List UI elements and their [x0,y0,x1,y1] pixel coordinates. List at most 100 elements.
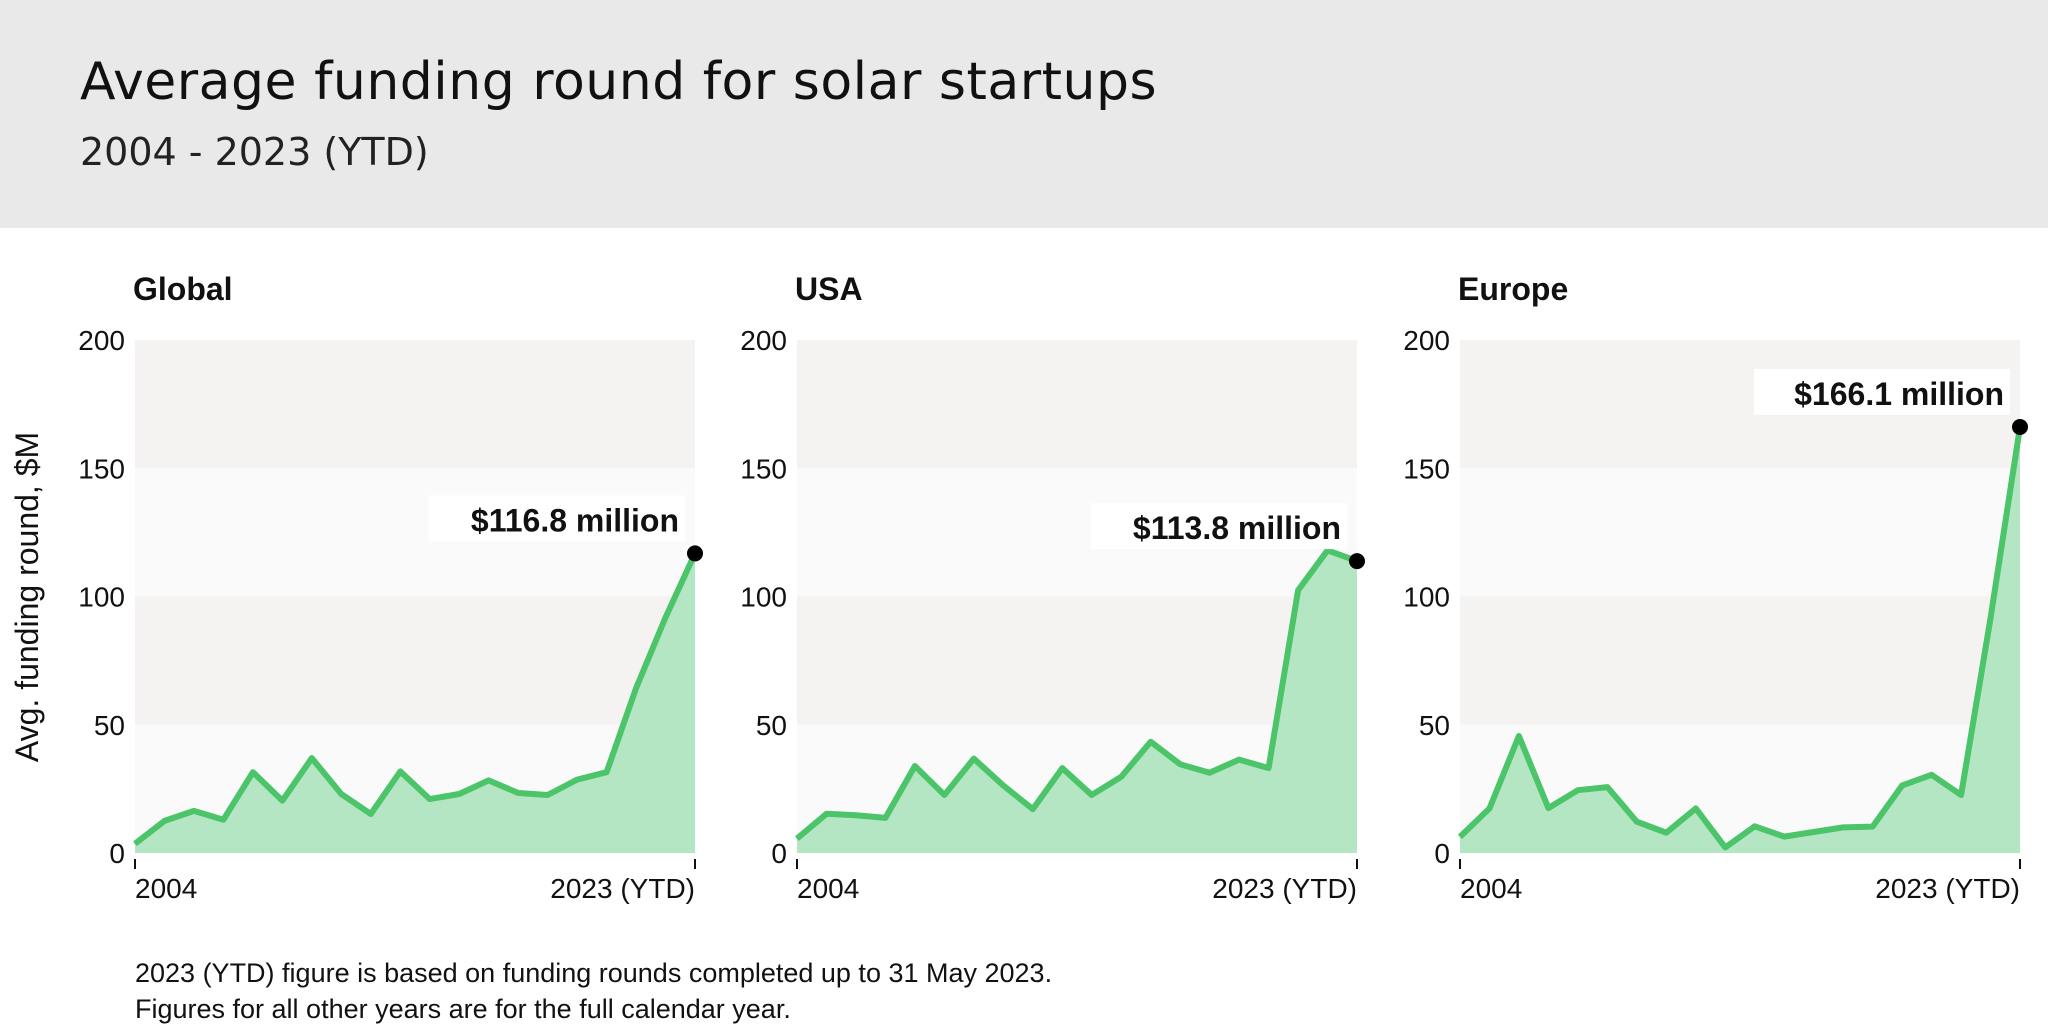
y-tick-label: 200 [740,325,787,356]
y-tick-label: 100 [78,582,125,613]
y-tick-label: 200 [1403,325,1450,356]
data-point [1665,832,1667,834]
data-point [252,771,254,773]
series-area [1460,427,2020,853]
annotation-bg [1091,503,1347,550]
data-point [1179,763,1181,765]
grid-band [135,596,695,725]
annotation-bg [429,495,685,542]
data-point [943,794,945,796]
footnote-line-1: 2023 (YTD) figure is based on funding ro… [135,958,1053,988]
series-line [795,547,1359,841]
data-point [281,800,283,802]
series-area [797,550,1357,853]
x-tick-label: 2004 [1460,873,1522,904]
y-tick-label: 100 [1403,582,1450,613]
x-tick-label: 2023 (YTD) [550,873,695,904]
y-tick-label: 150 [78,453,125,484]
data-point [576,779,578,781]
data-point [399,770,401,772]
end-marker [1349,553,1365,570]
x-tick-label: 2023 (YTD) [1212,873,1357,904]
grid-band [1460,596,2020,725]
panel-title: Global [133,271,233,307]
panel-global: Global 0 50 100 150 200 $116.8 million 2004 2023… [78,271,703,904]
data-point [635,687,637,689]
panel-usa: USA 0 50 100 150 200 $113.8 million 2004 2023 (Y… [740,271,1365,904]
footnote-line-2: Figures for all other years are for the … [135,994,791,1024]
data-point [914,765,916,767]
data-point [1606,786,1608,788]
y-tick-label: 150 [1403,453,1450,484]
data-point [163,820,165,822]
header-band: Average funding round for solar startups… [0,0,2048,228]
y-tick-label: 0 [771,838,787,869]
y-tick-label: 200 [78,325,125,356]
grid-band [797,596,1357,725]
data-point [134,843,136,845]
annotation-bg [1754,368,2010,415]
x-tick-label: 2004 [797,873,859,904]
data-point [1488,807,1490,809]
x-tick-label: 2023 (YTD) [1875,873,2020,904]
data-point [1695,807,1697,809]
panel-title: USA [795,271,863,307]
data-point [1150,741,1152,743]
data-point [1547,807,1549,809]
data-point [1783,836,1785,838]
data-point [1091,794,1093,796]
x-tick-label: 2004 [135,873,197,904]
data-point [1636,821,1638,823]
data-point [1459,836,1461,838]
data-point [665,617,667,619]
data-point [1754,825,1756,827]
data-point [458,793,460,795]
data-point [1960,794,1962,796]
grid-band [797,340,1357,469]
data-point [855,814,857,816]
data-point [1990,617,1992,619]
data-point [1518,735,1520,737]
end-value-label: $116.8 million [471,502,679,538]
data-point [1061,767,1063,769]
grid-band [1460,468,2020,597]
data-point [311,757,313,759]
data-point [973,758,975,760]
panel-europe: Europe 0 50 100 150 200 $166.1 million 2004 2023… [1403,271,2028,904]
y-tick-label: 100 [740,582,787,613]
end-marker [2012,418,2028,435]
data-point [1901,785,1903,787]
y-tick-label: 50 [1419,710,1450,741]
data-point [884,817,886,819]
data-point [1297,589,1299,591]
chart-title: Average funding round for solar startups [80,52,1158,112]
chart-subtitle: 2004 - 2023 (YTD) [80,130,429,174]
panel-title: Europe [1458,271,1568,307]
y-tick-label: 50 [94,710,125,741]
y-axis-label: Avg. funding round, $M [9,432,45,762]
grid-band [135,340,695,469]
data-point [1238,759,1240,761]
series-line [133,552,698,847]
y-tick-label: 50 [756,710,787,741]
series-area [135,553,695,853]
data-point [796,838,798,840]
data-point [1120,776,1122,778]
y-tick-label: 150 [740,453,787,484]
data-point [1032,808,1034,810]
data-point [1724,846,1726,848]
data-point [606,771,608,773]
data-point [547,794,549,796]
data-point [488,779,490,781]
end-value-label: $166.1 million [1794,376,2004,412]
y-tick-label: 0 [1434,838,1450,869]
data-point [517,792,519,794]
data-point [825,813,827,815]
data-point [222,819,224,821]
data-point [1872,826,1874,828]
data-point [1209,772,1211,774]
y-tick-label: 0 [109,838,125,869]
end-value-label: $113.8 million [1133,510,1341,546]
data-point [1577,789,1579,791]
